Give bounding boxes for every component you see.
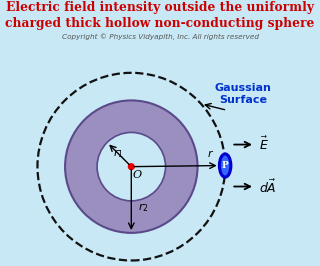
- Ellipse shape: [220, 154, 231, 177]
- Text: Copyright © Physics Vidyapith, Inc. All rights reserved: Copyright © Physics Vidyapith, Inc. All …: [61, 34, 259, 40]
- Text: Gaussian
Surface: Gaussian Surface: [214, 82, 271, 105]
- Circle shape: [128, 164, 134, 169]
- Text: P: P: [222, 161, 228, 170]
- Text: $r_2$: $r_2$: [138, 201, 149, 214]
- Text: $d\vec{A}$: $d\vec{A}$: [259, 179, 277, 196]
- Text: $\vec{E}$: $\vec{E}$: [259, 135, 269, 152]
- Circle shape: [97, 132, 165, 201]
- Text: Electric field intensity outside the uniformly: Electric field intensity outside the uni…: [6, 1, 314, 14]
- Text: charged thick hollow non-conducting sphere: charged thick hollow non-conducting sphe…: [5, 17, 315, 30]
- Text: $r$: $r$: [207, 148, 214, 159]
- Circle shape: [65, 101, 197, 233]
- Text: O: O: [132, 170, 141, 180]
- Text: $r_1$: $r_1$: [113, 147, 124, 160]
